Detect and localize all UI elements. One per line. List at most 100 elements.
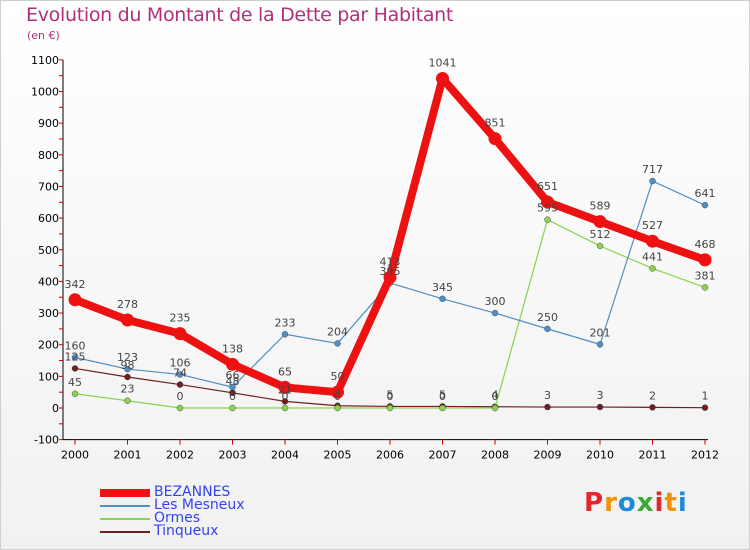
data-label: 138: [222, 342, 243, 355]
y-tick-label: 700: [38, 180, 59, 193]
data-point: [334, 340, 341, 347]
data-point: [698, 253, 712, 267]
data-label: 5: [387, 388, 394, 401]
data-point: [281, 404, 289, 412]
logo-letter: o: [617, 488, 637, 518]
data-point: [646, 234, 659, 248]
data-label: 0: [439, 390, 446, 403]
data-label: 0: [387, 390, 394, 403]
data-label: 851: [485, 117, 506, 130]
x-tick-label: 2006: [376, 449, 404, 462]
logo-letter: i: [677, 488, 688, 518]
data-point: [71, 365, 79, 372]
data-point: [649, 177, 656, 185]
data-point: [491, 404, 499, 412]
data-label: 3: [544, 389, 551, 402]
data-point: [596, 341, 604, 348]
data-point: [281, 331, 289, 338]
data-label: 2: [649, 389, 656, 402]
data-label: 235: [170, 312, 191, 325]
data-point: [593, 215, 607, 229]
data-label: 717: [642, 163, 663, 176]
legend-label: Les Mesneux: [154, 497, 245, 513]
legend-label: BEZANNES: [154, 484, 231, 500]
data-label: 106: [170, 356, 191, 369]
data-point: [331, 385, 344, 399]
data-label: 468: [695, 238, 716, 251]
x-tick-label: 2007: [429, 449, 457, 462]
y-tick-label: 800: [38, 149, 59, 162]
y-tick-label: 600: [38, 212, 59, 225]
data-point: [544, 325, 551, 333]
data-point: [649, 265, 656, 272]
x-tick-label: 2003: [219, 449, 247, 462]
data-label: 45: [68, 376, 82, 389]
data-label: 589: [590, 200, 611, 213]
data-label: 641: [695, 187, 716, 200]
chart-subtitle: (en €): [27, 29, 60, 42]
data-label: 65: [278, 365, 292, 378]
x-tick-label: 2009: [534, 449, 562, 462]
x-tick-label: 2012: [691, 449, 719, 462]
y-tick-label: -100: [34, 434, 59, 447]
data-label: 595: [537, 202, 558, 215]
data-label: 66: [226, 369, 240, 382]
data-point: [541, 195, 554, 209]
legend-label: Ormes: [154, 510, 201, 526]
series-layer: [68, 72, 712, 412]
x-tick-label: 2001: [114, 449, 142, 462]
y-tick-label: 500: [38, 244, 59, 257]
line-chart: -100010020030040050060070080090010001100…: [31, 54, 719, 462]
data-label: 204: [327, 325, 348, 338]
data-point: [229, 404, 236, 412]
data-label: 0: [229, 390, 236, 403]
data-label: 512: [590, 228, 611, 241]
legend-swatch: [100, 531, 150, 533]
x-tick-label: 2005: [324, 449, 352, 462]
data-point: [281, 398, 289, 405]
data-label: 0: [492, 390, 499, 403]
data-point: [649, 404, 656, 411]
data-point: [176, 371, 184, 378]
data-label: 48: [226, 375, 240, 388]
data-label: 413: [380, 255, 401, 268]
x-tick-label: 2011: [639, 449, 667, 462]
data-point: [334, 404, 341, 412]
data-label: 201: [590, 326, 611, 339]
data-label: 278: [117, 298, 138, 311]
data-label: 0: [334, 390, 341, 403]
chart-title: Evolution du Montant de la Dette par Hab…: [26, 4, 454, 26]
proxiti-logo: Proxiti: [584, 488, 688, 518]
axes: -100010020030040050060070080090010001100…: [31, 54, 719, 462]
y-tick-label: 1000: [31, 86, 59, 99]
data-label: 3: [597, 389, 604, 402]
x-tick-label: 2000: [61, 449, 89, 462]
data-label: 123: [117, 351, 138, 364]
data-point: [386, 404, 394, 412]
data-label: 160: [65, 339, 86, 352]
data-point: [544, 216, 551, 223]
legend-swatch: [100, 505, 150, 507]
data-point: [278, 380, 292, 394]
data-point: [439, 295, 446, 303]
data-point: [71, 354, 79, 361]
data-label: 4: [492, 389, 499, 402]
data-label: 250: [537, 311, 558, 324]
series-line-bezannes: [73, 74, 707, 397]
logo-letter: i: [654, 488, 665, 518]
data-label: 441: [642, 250, 663, 263]
logo-letter: P: [584, 488, 605, 518]
data-point: [176, 381, 184, 388]
data-point: [701, 404, 709, 411]
data-label: 527: [642, 219, 663, 232]
y-tick-label: 900: [38, 117, 59, 130]
y-tick-label: 200: [38, 339, 59, 352]
logo-letter: r: [604, 488, 618, 518]
data-point: [226, 357, 239, 371]
data-point: [544, 403, 551, 411]
x-tick-label: 2010: [586, 449, 614, 462]
data-label: 74: [173, 367, 187, 380]
data-point: [596, 242, 604, 250]
data-point: [124, 397, 131, 404]
data-label: 125: [65, 350, 86, 363]
